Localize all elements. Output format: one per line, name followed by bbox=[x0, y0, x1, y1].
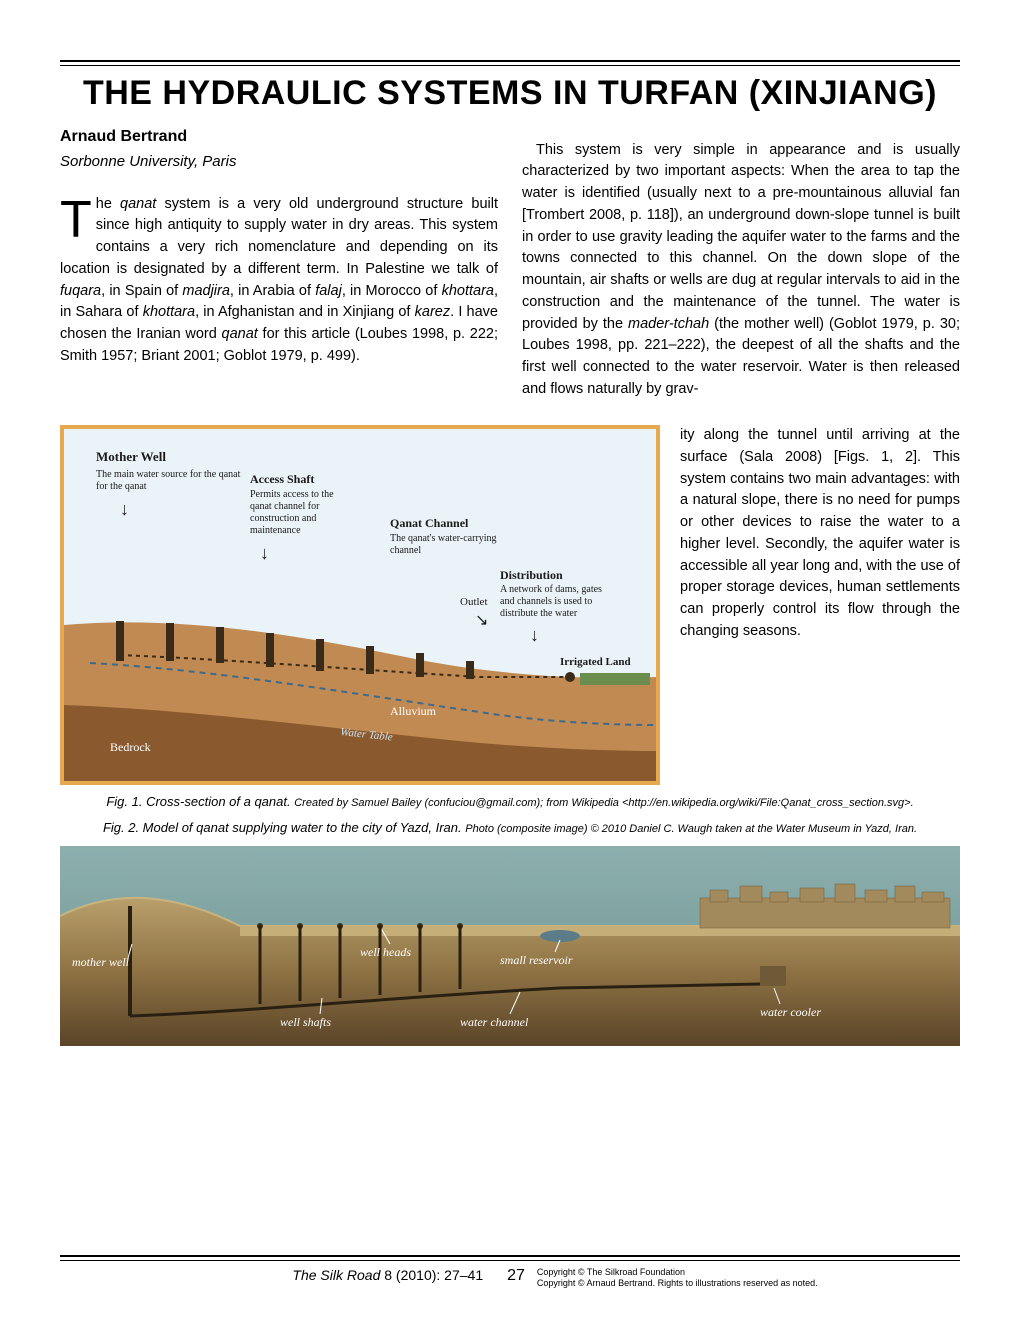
svg-text:Permits access to the: Permits access to the bbox=[250, 489, 334, 500]
figure1-row: Mother Well The main water source for th… bbox=[60, 425, 960, 785]
svg-text:Bedrock: Bedrock bbox=[110, 740, 151, 754]
svg-text:water cooler: water cooler bbox=[760, 1005, 821, 1019]
svg-text:↘: ↘ bbox=[475, 612, 488, 629]
svg-text:Alluvium: Alluvium bbox=[390, 704, 437, 718]
page-number: 27 bbox=[501, 1267, 531, 1285]
svg-text:well heads: well heads bbox=[360, 945, 411, 959]
svg-text:channel: channel bbox=[390, 545, 421, 556]
footer-rule bbox=[60, 1255, 960, 1261]
author-affiliation: Sorbonne University, Paris bbox=[60, 151, 498, 174]
svg-text:↓: ↓ bbox=[120, 499, 129, 519]
figure2-caption-sub: Photo (composite image) © 2010 Daniel C.… bbox=[465, 823, 917, 835]
page-footer: The Silk Road 8 (2010): 27–41 27 Copyrig… bbox=[60, 1255, 960, 1290]
figure2: mother well well heads well shafts small… bbox=[60, 846, 960, 1046]
left-column: Arnaud Bertrand Sorbonne University, Par… bbox=[60, 125, 498, 415]
figure1: Mother Well The main water source for th… bbox=[60, 425, 660, 785]
right-column: This system is very simple in appearance… bbox=[522, 125, 960, 415]
svg-text:↓: ↓ bbox=[530, 625, 539, 645]
qanat-model-svg: mother well well heads well shafts small… bbox=[60, 846, 960, 1046]
footer-journal: The Silk Road 8 (2010): 27–41 bbox=[60, 1267, 501, 1283]
para-left-text: he qanat system is a very old undergroun… bbox=[60, 196, 498, 364]
top-rule bbox=[60, 60, 960, 66]
figure1-caption: Fig. 1. Cross-section of a qanat. Create… bbox=[100, 793, 920, 811]
svg-text:for the qanat: for the qanat bbox=[96, 481, 147, 492]
svg-text:Outlet: Outlet bbox=[460, 596, 488, 608]
figure1-caption-sub: Created by Samuel Bailey (confuciou@gmai… bbox=[294, 797, 913, 809]
svg-text:The main water source for the: The main water source for the qanat bbox=[96, 469, 241, 480]
svg-text:Irrigated Land: Irrigated Land bbox=[560, 656, 631, 668]
svg-text:Qanat Channel: Qanat Channel bbox=[390, 516, 469, 530]
svg-text:well shafts: well shafts bbox=[280, 1015, 331, 1029]
dropcap: T bbox=[60, 194, 96, 242]
svg-text:distribute the water: distribute the water bbox=[500, 608, 578, 619]
qanat-cross-section-svg: Mother Well The main water source for th… bbox=[60, 425, 660, 785]
figure2-caption: Fig. 2. Model of qanat supplying water t… bbox=[100, 819, 920, 837]
svg-text:Distribution: Distribution bbox=[500, 568, 563, 582]
body-paragraph-right: This system is very simple in appearance… bbox=[522, 140, 960, 401]
svg-text:water channel: water channel bbox=[460, 1015, 529, 1029]
svg-text:qanat channel for: qanat channel for bbox=[250, 501, 320, 512]
side-paragraph: ity along the tunnel until arriving at t… bbox=[680, 425, 960, 643]
svg-text:Mother Well: Mother Well bbox=[96, 449, 166, 464]
author-name: Arnaud Bertrand bbox=[60, 125, 498, 149]
svg-text:construction and: construction and bbox=[250, 513, 316, 524]
svg-text:A network of dams, gates: A network of dams, gates bbox=[500, 584, 602, 595]
svg-text:Access Shaft: Access Shaft bbox=[250, 472, 314, 486]
footer-copyright: Copyright © The Silkroad Foundation Copy… bbox=[531, 1267, 960, 1290]
svg-text:↓: ↓ bbox=[260, 543, 269, 563]
svg-text:maintenance: maintenance bbox=[250, 525, 301, 536]
page-title: THE HYDRAULIC SYSTEMS IN TURFAN (XINJIAN… bbox=[60, 74, 960, 113]
svg-text:and channels is used to: and channels is used to bbox=[500, 596, 592, 607]
two-column-layout: Arnaud Bertrand Sorbonne University, Par… bbox=[60, 125, 960, 415]
body-paragraph-left: The qanat system is a very old undergrou… bbox=[60, 194, 498, 368]
svg-text:mother well: mother well bbox=[72, 955, 130, 969]
svg-text:The qanat's water-carrying: The qanat's water-carrying bbox=[390, 533, 497, 544]
svg-text:small reservoir: small reservoir bbox=[500, 953, 573, 967]
